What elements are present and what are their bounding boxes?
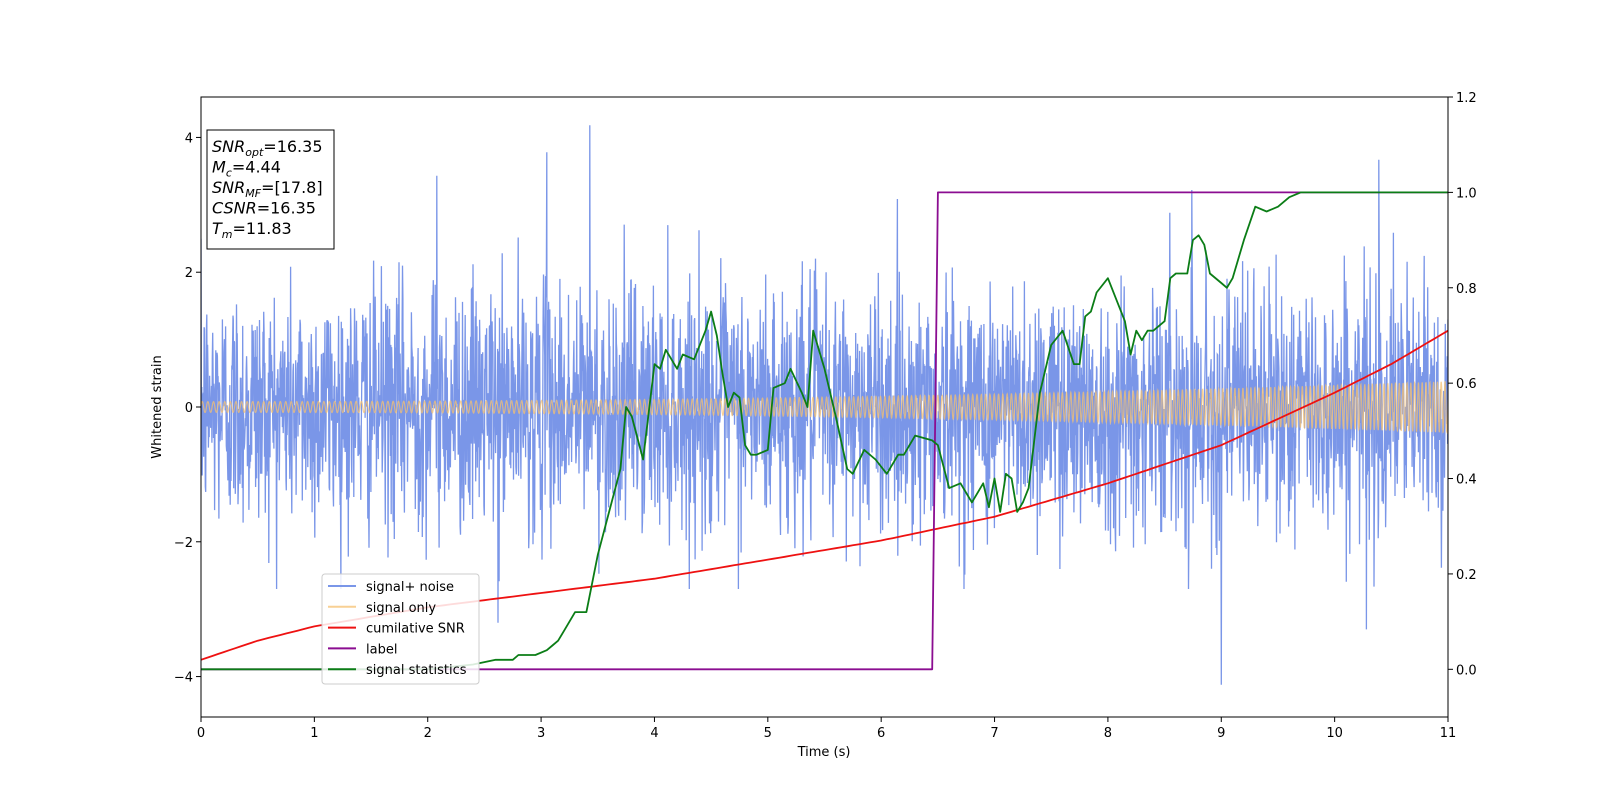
stats-line: SNRMF=[17.8]	[212, 178, 323, 200]
x-tick-label: 5	[764, 726, 772, 741]
axes: 0 1 2 3 4 5 6 7 8 9 10 11 −4 −2 0 2 4 0.0 0.2 0.4 0.6 0.8 1.0 1…	[174, 91, 1477, 741]
series-label	[201, 191, 1448, 671]
y-tick-label-left: −2	[174, 536, 193, 551]
x-tick-label: 4	[650, 726, 658, 741]
y-tick-label-left: 0	[185, 401, 193, 416]
y-axis-label: Whitened strain	[150, 355, 165, 458]
x-tick-label: 6	[877, 726, 885, 741]
series-signal-statistics	[201, 191, 1448, 671]
x-tick-label: 10	[1326, 726, 1343, 741]
y-tick-label-left: 4	[185, 131, 193, 146]
stats-box: SNRopt=16.35Mc=4.44SNRMF=[17.8]CSNR=16.3…	[206, 129, 335, 250]
stats-line: SNRopt=16.35	[212, 137, 323, 159]
x-tick-label: 2	[424, 726, 432, 741]
y-tick-label-right: 0.2	[1456, 568, 1477, 583]
legend: signal+ noise signal only cumilative SNR la…	[321, 573, 480, 685]
stats-line: Mc=4.44	[212, 158, 281, 180]
x-tick-label: 11	[1440, 726, 1457, 741]
x-tick-label: 8	[1104, 726, 1112, 741]
y-tick-label-right: 0.8	[1456, 282, 1477, 297]
y-tick-label-left: −4	[174, 671, 193, 686]
series-signal-only	[201, 380, 1448, 435]
legend-label: label	[366, 642, 397, 657]
legend-label: signal+ noise	[366, 580, 454, 595]
x-tick-label: 1	[310, 726, 318, 741]
legend-label: signal only	[366, 601, 436, 616]
legend-label: signal statistics	[366, 663, 467, 678]
y-tick-label-right: 0.0	[1456, 663, 1477, 678]
y-tick-label-right: 1.2	[1456, 91, 1477, 106]
legend-box	[321, 573, 480, 685]
x-tick-label: 7	[990, 726, 998, 741]
x-tick-label: 9	[1217, 726, 1225, 741]
y-tick-label-right: 1.0	[1456, 186, 1477, 201]
y-tick-label-left: 2	[185, 266, 193, 281]
legend-label: cumilative SNR	[366, 622, 465, 637]
stats-line: Tm=11.83	[212, 219, 292, 241]
stats-frame	[206, 129, 335, 250]
y-tick-label-right: 0.6	[1456, 377, 1477, 392]
x-tick-label: 3	[537, 726, 545, 741]
y-tick-label-right: 0.4	[1456, 473, 1477, 488]
x-axis-label: Time (s)	[797, 745, 851, 760]
x-tick-label: 0	[197, 726, 205, 741]
stats-line: CSNR=16.35	[212, 199, 316, 218]
